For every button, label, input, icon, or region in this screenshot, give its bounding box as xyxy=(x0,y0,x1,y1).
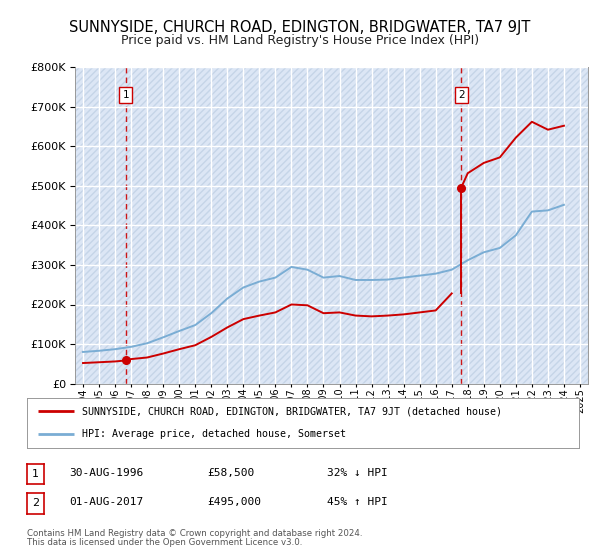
Text: This data is licensed under the Open Government Licence v3.0.: This data is licensed under the Open Gov… xyxy=(27,538,302,547)
Text: 45% ↑ HPI: 45% ↑ HPI xyxy=(327,497,388,507)
Text: SUNNYSIDE, CHURCH ROAD, EDINGTON, BRIDGWATER, TA7 9JT: SUNNYSIDE, CHURCH ROAD, EDINGTON, BRIDGW… xyxy=(70,20,530,35)
Text: SUNNYSIDE, CHURCH ROAD, EDINGTON, BRIDGWATER, TA7 9JT (detached house): SUNNYSIDE, CHURCH ROAD, EDINGTON, BRIDGW… xyxy=(82,406,502,416)
Text: 1: 1 xyxy=(32,469,39,479)
Text: Price paid vs. HM Land Registry's House Price Index (HPI): Price paid vs. HM Land Registry's House … xyxy=(121,34,479,46)
Text: 30-AUG-1996: 30-AUG-1996 xyxy=(69,468,143,478)
Text: 32% ↓ HPI: 32% ↓ HPI xyxy=(327,468,388,478)
Text: 01-AUG-2017: 01-AUG-2017 xyxy=(69,497,143,507)
Text: 1: 1 xyxy=(122,90,129,100)
Text: £58,500: £58,500 xyxy=(207,468,254,478)
Text: 2: 2 xyxy=(32,498,39,508)
Text: HPI: Average price, detached house, Somerset: HPI: Average price, detached house, Some… xyxy=(82,430,346,440)
Text: Contains HM Land Registry data © Crown copyright and database right 2024.: Contains HM Land Registry data © Crown c… xyxy=(27,529,362,538)
Text: 2: 2 xyxy=(458,90,464,100)
Text: £495,000: £495,000 xyxy=(207,497,261,507)
